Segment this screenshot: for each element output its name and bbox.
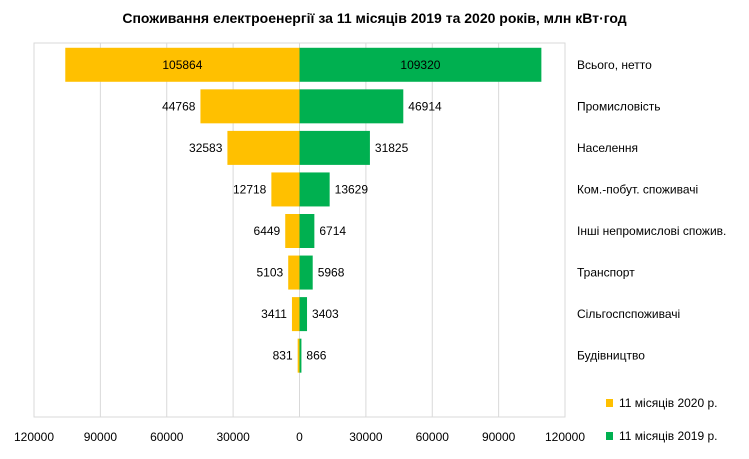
- category-label: Інші непромислові спожив.: [577, 224, 726, 238]
- x-tick-label: 120000: [545, 430, 585, 444]
- legend-label: 11 місяців 2020 р.: [619, 396, 718, 410]
- data-label: 109320: [400, 58, 440, 72]
- legend-swatch: [606, 399, 613, 407]
- bar-2020: [200, 89, 300, 124]
- bar-2019: [299, 89, 404, 124]
- legend-swatch: [606, 432, 613, 440]
- chart-title: Споживання електроенергії за 11 місяців …: [122, 10, 627, 26]
- data-label: 3411: [261, 307, 287, 321]
- category-label: Населення: [577, 141, 638, 155]
- x-tick-label: 60000: [416, 430, 450, 444]
- category-label: Всього, нетто: [577, 58, 652, 72]
- x-tick-label: 120000: [14, 430, 54, 444]
- x-tick-label: 60000: [150, 430, 184, 444]
- data-label: 13629: [335, 182, 369, 196]
- bar-2019: [299, 297, 308, 332]
- category-label: Ком.-побут. споживачі: [577, 182, 698, 196]
- x-tick-label: 90000: [482, 430, 516, 444]
- bar-2020: [271, 172, 300, 207]
- bar-2019: [299, 130, 370, 165]
- x-tick-label: 30000: [216, 430, 250, 444]
- bar-2020: [285, 214, 300, 248]
- legend-label: 11 місяців 2019 р.: [619, 429, 718, 443]
- data-label: 105864: [162, 58, 202, 72]
- bar-2019: [299, 47, 542, 82]
- bar-2019: [299, 214, 315, 248]
- category-label: Будівництво: [577, 349, 645, 363]
- data-label: 831: [273, 349, 293, 363]
- x-tick-label: 30000: [349, 430, 383, 444]
- data-label: 5968: [318, 266, 345, 280]
- data-label: 31825: [375, 141, 409, 155]
- data-label: 6714: [319, 224, 346, 238]
- bar-2020: [291, 297, 300, 332]
- bar-2019: [299, 255, 313, 290]
- bar-2019: [299, 172, 330, 207]
- data-label: 6449: [254, 224, 281, 238]
- x-tick-label: 0: [296, 430, 303, 444]
- data-label: 46914: [408, 99, 442, 113]
- category-label: Сільгоспспоживачі: [577, 307, 680, 321]
- data-label: 44768: [162, 99, 196, 113]
- bar-2019: [299, 338, 302, 373]
- bar-2020: [65, 47, 300, 82]
- category-label: Транспорт: [577, 266, 635, 280]
- bar-2020: [227, 130, 300, 165]
- x-tick-label: 90000: [84, 430, 118, 444]
- category-label: Промисловість: [577, 99, 661, 113]
- bar-2020: [288, 255, 300, 290]
- data-label: 32583: [189, 141, 223, 155]
- data-label: 12718: [233, 182, 267, 196]
- data-label: 5103: [257, 266, 284, 280]
- data-label: 866: [306, 349, 326, 363]
- bar-2020: [297, 338, 300, 373]
- data-label: 3403: [312, 307, 339, 321]
